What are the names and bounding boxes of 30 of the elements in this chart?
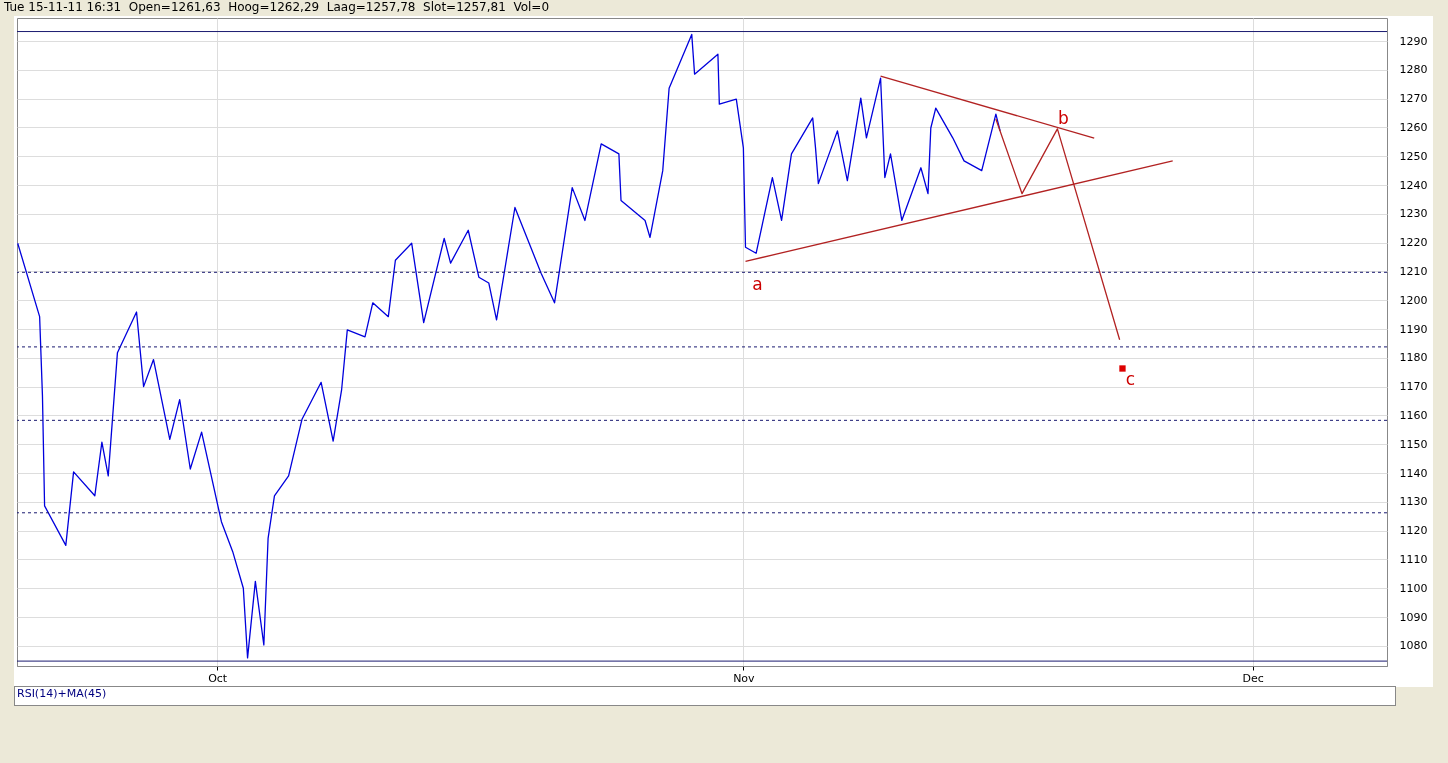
y-tick-label: 1190 — [1399, 322, 1428, 336]
y-tick-label: 1220 — [1399, 236, 1428, 250]
y-tick-label: 1080 — [1399, 639, 1428, 653]
y-tick-label: 1110 — [1399, 552, 1428, 566]
y-tick-label: 1240 — [1399, 178, 1428, 192]
y-tick-label: 1250 — [1399, 149, 1428, 163]
y-tick-label: 1140 — [1399, 466, 1428, 480]
x-tick-label: Dec — [1242, 671, 1264, 685]
annotation: b — [1058, 107, 1069, 128]
y-tick-label: 1170 — [1399, 380, 1428, 394]
x-tick-label: Nov — [733, 671, 756, 685]
y-tick-label: 1200 — [1399, 293, 1428, 307]
y-tick-label: 1230 — [1399, 207, 1428, 221]
y-tick-label: 1210 — [1399, 264, 1428, 278]
y-tick-label: 1290 — [1399, 34, 1428, 48]
annotation: c — [1125, 369, 1136, 390]
y-tick-label: 1260 — [1399, 120, 1428, 134]
y-tick-label: 1100 — [1399, 581, 1428, 595]
y-tick-label: 1180 — [1399, 351, 1428, 365]
y-tick-label: 1280 — [1399, 63, 1428, 77]
y-tick-label: 1130 — [1399, 495, 1428, 509]
y-tick-label: 1090 — [1399, 610, 1428, 624]
y-tick-label: 1150 — [1399, 437, 1428, 451]
x-tick-label: Oct — [208, 671, 228, 685]
y-tick-label: 1270 — [1399, 92, 1428, 106]
y-tick-label: 1160 — [1399, 408, 1428, 422]
y-tick-label: 1120 — [1399, 524, 1428, 538]
text: Tue 15-11-11 16:31 Open=1261,63 Hoog=1262,29 Laag=1257,78 Slot=1257,81 Vol=0 — [4, 0, 550, 14]
annotation: a — [752, 274, 763, 295]
text: RSI(14)+MA(45) — [17, 687, 107, 700]
